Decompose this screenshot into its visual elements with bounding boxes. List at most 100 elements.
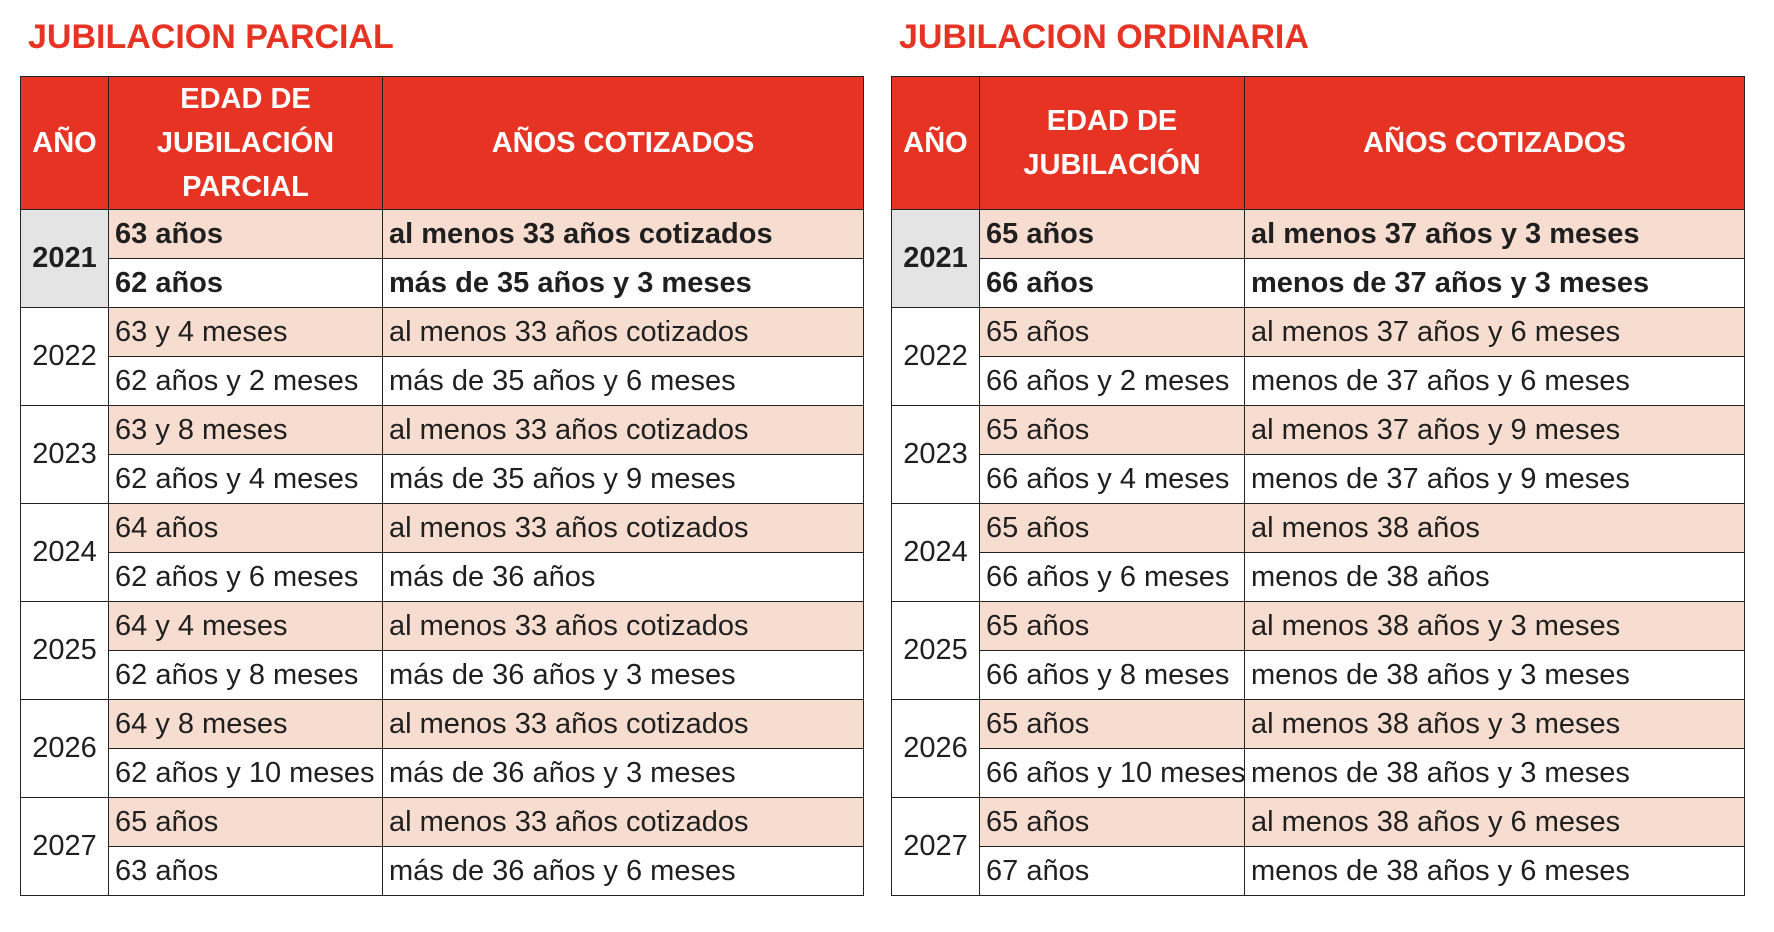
table-row: 2026 64 y 8 meses al menos 33 años cotizad… xyxy=(20,699,864,798)
header-contributed: AÑOS COTIZADOS xyxy=(382,76,864,210)
header-age: EDAD DE JUBILACIÓN PARCIAL xyxy=(108,76,383,210)
age-cell: 66 años xyxy=(979,258,1245,308)
contributed-cell: al menos 37 años y 3 meses xyxy=(1244,209,1745,259)
contributed-cell: al menos 33 años cotizados xyxy=(382,601,864,651)
contributed-cell: al menos 38 años y 6 meses xyxy=(1244,797,1745,847)
table-row: 62 años y 6 meses más de 36 años xyxy=(21,552,864,602)
contributed-cell: más de 36 años xyxy=(382,552,864,602)
contributed-cell: menos de 37 años y 9 meses xyxy=(1244,454,1745,504)
table-row: 2024 65 años al menos 38 años xyxy=(891,503,1745,602)
age-cell: 66 años y 2 meses xyxy=(979,356,1245,406)
contributed-cell: más de 35 años y 3 meses xyxy=(382,258,864,308)
age-cell: 63 años xyxy=(108,209,383,259)
table-row: 2021 65 años al menos 37 años y 3 meses xyxy=(891,209,1745,308)
age-cell: 66 años y 6 meses xyxy=(979,552,1245,602)
parcial-table: AÑO EDAD DE JUBILACIÓN PARCIAL AÑOS COTI… xyxy=(20,76,864,896)
contributed-cell: al menos 33 años cotizados xyxy=(382,405,864,455)
age-cell: 66 años y 8 meses xyxy=(979,650,1245,700)
section-title: JUBILACION ORDINARIA xyxy=(899,18,1309,56)
age-cell: 64 y 8 meses xyxy=(108,699,383,749)
year-cell: 2025 xyxy=(891,601,980,700)
contributed-cell: menos de 38 años y 6 meses xyxy=(1244,846,1745,896)
age-cell: 63 y 8 meses xyxy=(108,405,383,455)
contributed-cell: al menos 38 años xyxy=(1244,503,1745,553)
year-cell: 2024 xyxy=(891,503,980,602)
year-cell: 2026 xyxy=(20,699,109,798)
table-header-row: AÑO EDAD DE JUBILACIÓN PARCIAL AÑOS COTI… xyxy=(20,76,864,210)
header-year: AÑO xyxy=(20,76,109,210)
year-cell: 2021 xyxy=(20,209,109,308)
table-row: 62 años y 4 meses más de 35 años y 9 mese… xyxy=(21,454,864,504)
contributed-cell: más de 36 años y 3 meses xyxy=(382,748,864,798)
contributed-cell: al menos 33 años cotizados xyxy=(382,797,864,847)
contributed-cell: más de 35 años y 6 meses xyxy=(382,356,864,406)
age-cell: 65 años xyxy=(979,307,1245,357)
year-cell: 2023 xyxy=(20,405,109,504)
table-row: 2023 65 años al menos 37 años y 9 meses xyxy=(891,405,1745,504)
age-cell: 63 y 4 meses xyxy=(108,307,383,357)
contributed-cell: menos de 37 años y 3 meses xyxy=(1244,258,1745,308)
table-row: 2025 65 años al menos 38 años y 3 meses xyxy=(891,601,1745,700)
age-cell: 65 años xyxy=(979,503,1245,553)
table-row: 2021 63 años al menos 33 años cotizados xyxy=(20,209,864,308)
contributed-cell: menos de 38 años y 3 meses xyxy=(1244,650,1745,700)
contributed-cell: al menos 37 años y 6 meses xyxy=(1244,307,1745,357)
age-cell: 62 años y 2 meses xyxy=(108,356,383,406)
age-cell: 62 años y 6 meses xyxy=(108,552,383,602)
age-cell: 65 años xyxy=(979,797,1245,847)
age-cell: 63 años xyxy=(108,846,383,896)
age-cell: 66 años y 10 meses xyxy=(979,748,1245,798)
contributed-cell: al menos 33 años cotizados xyxy=(382,209,864,259)
ordinaria-table: AÑO EDAD DE JUBILACIÓN AÑOS COTIZADOS 20… xyxy=(891,76,1745,896)
table-row: 66 años y 6 meses menos de 38 años xyxy=(892,552,1745,602)
table-row: 62 años y 2 meses más de 35 años y 6 mese… xyxy=(21,356,864,406)
year-cell: 2026 xyxy=(891,699,980,798)
age-cell: 62 años y 8 meses xyxy=(108,650,383,700)
age-cell: 62 años y 4 meses xyxy=(108,454,383,504)
year-cell: 2027 xyxy=(20,797,109,896)
year-cell: 2024 xyxy=(20,503,109,602)
table-row: 67 años menos de 38 años y 6 meses xyxy=(892,846,1745,896)
contributed-cell: menos de 38 años xyxy=(1244,552,1745,602)
contributed-cell: más de 35 años y 9 meses xyxy=(382,454,864,504)
table-row: 62 años más de 35 años y 3 meses xyxy=(21,258,864,308)
table-row: 66 años y 2 meses menos de 37 años y 6 me… xyxy=(892,356,1745,406)
table-row: 2022 63 y 4 meses al menos 33 años cotizad… xyxy=(20,307,864,406)
table-row: 2025 64 y 4 meses al menos 33 años cotizad… xyxy=(20,601,864,700)
table-row: 2022 65 años al menos 37 años y 6 meses xyxy=(891,307,1745,406)
age-cell: 64 y 4 meses xyxy=(108,601,383,651)
age-cell: 65 años xyxy=(979,699,1245,749)
table-row: 62 años y 10 meses más de 36 años y 3 mes… xyxy=(21,748,864,798)
header-contributed: AÑOS COTIZADOS xyxy=(1244,76,1745,210)
table-row: 2027 65 años al menos 38 años y 6 meses xyxy=(891,797,1745,896)
contributed-cell: más de 36 años y 3 meses xyxy=(382,650,864,700)
age-cell: 62 años xyxy=(108,258,383,308)
header-age: EDAD DE JUBILACIÓN xyxy=(979,76,1245,210)
year-cell: 2021 xyxy=(891,209,980,308)
table-row: 66 años y 8 meses menos de 38 años y 3 me… xyxy=(892,650,1745,700)
age-cell: 62 años y 10 meses xyxy=(108,748,383,798)
contributed-cell: al menos 38 años y 3 meses xyxy=(1244,601,1745,651)
age-cell: 65 años xyxy=(979,405,1245,455)
contributed-cell: menos de 38 años y 3 meses xyxy=(1244,748,1745,798)
year-cell: 2025 xyxy=(20,601,109,700)
table-row: 62 años y 8 meses más de 36 años y 3 mese… xyxy=(21,650,864,700)
contributed-cell: al menos 33 años cotizados xyxy=(382,307,864,357)
table-row: 2023 63 y 8 meses al menos 33 años cotizad… xyxy=(20,405,864,504)
contributed-cell: al menos 33 años cotizados xyxy=(382,699,864,749)
year-cell: 2027 xyxy=(891,797,980,896)
section-title: JUBILACION PARCIAL xyxy=(28,18,394,56)
table-row: 66 años y 4 meses menos de 37 años y 9 me… xyxy=(892,454,1745,504)
contributed-cell: al menos 33 años cotizados xyxy=(382,503,864,553)
year-cell: 2022 xyxy=(20,307,109,406)
table-row: 2026 65 años al menos 38 años y 3 meses xyxy=(891,699,1745,798)
table-header-row: AÑO EDAD DE JUBILACIÓN AÑOS COTIZADOS xyxy=(891,76,1745,210)
table-row: 2027 65 años al menos 33 años cotizados xyxy=(20,797,864,896)
year-cell: 2023 xyxy=(891,405,980,504)
contributed-cell: más de 36 años y 6 meses xyxy=(382,846,864,896)
header-year: AÑO xyxy=(891,76,980,210)
contributed-cell: al menos 38 años y 3 meses xyxy=(1244,699,1745,749)
age-cell: 66 años y 4 meses xyxy=(979,454,1245,504)
table-row: 63 años más de 36 años y 6 meses xyxy=(21,846,864,896)
table-row: 2024 64 años al menos 33 años cotizados xyxy=(20,503,864,602)
